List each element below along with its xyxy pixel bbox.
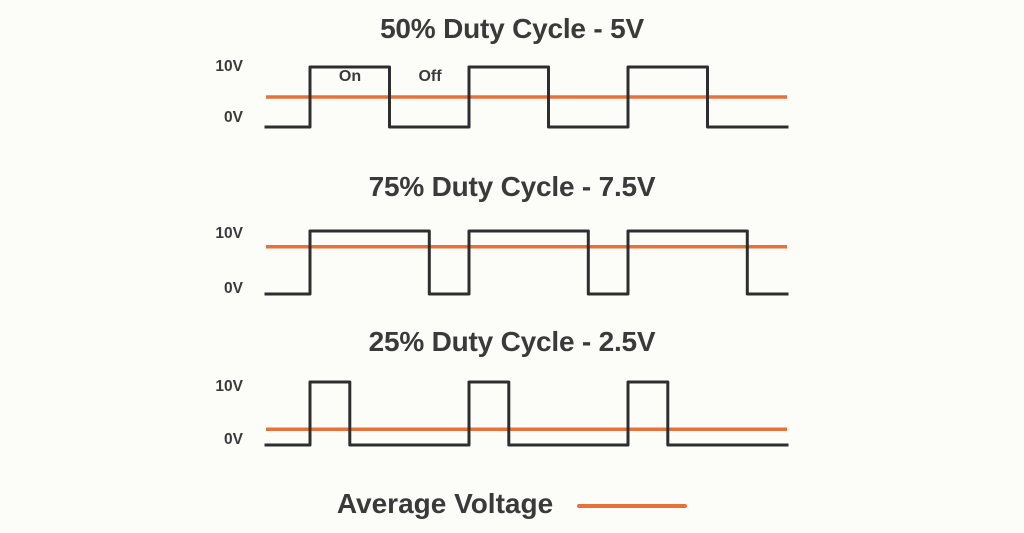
y-tick-0v: 0V xyxy=(224,280,243,297)
chart-title-25: 25% Duty Cycle - 2.5V xyxy=(368,326,656,357)
chart-title-75: 75% Duty Cycle - 7.5V xyxy=(368,171,656,202)
y-tick-10v: 10V xyxy=(215,225,243,242)
y-tick-10v: 10V xyxy=(215,58,243,75)
chart-title-50: 50% Duty Cycle - 5V xyxy=(380,13,644,44)
annotation-off: Off xyxy=(418,68,442,85)
y-tick-0v: 0V xyxy=(224,431,243,448)
y-tick-0v: 0V xyxy=(224,109,243,126)
y-tick-10v: 10V xyxy=(215,378,243,395)
average-voltage-line-swatch xyxy=(577,504,688,508)
annotation-on: On xyxy=(338,68,362,85)
legend-label: Average Voltage xyxy=(336,488,554,519)
legend: Average Voltage xyxy=(0,487,1024,521)
